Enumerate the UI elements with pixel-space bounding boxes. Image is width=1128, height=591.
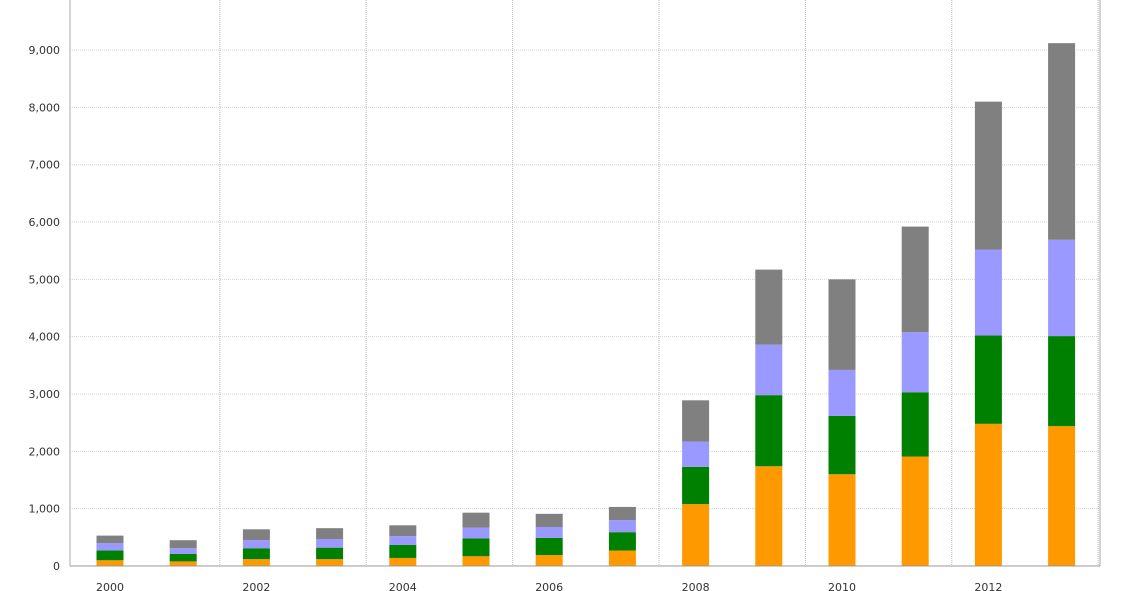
bar-segment-2013-s1	[1048, 426, 1076, 566]
bar-segment-2011-s4	[901, 226, 929, 333]
y-tick-label: 4,000	[29, 331, 61, 344]
bar-segment-2003-s4	[316, 528, 344, 540]
bar-segment-2010-s1	[828, 474, 856, 566]
bar-segment-2005-s3	[462, 527, 490, 539]
bar-segment-2000-s3	[96, 543, 124, 551]
bar-segment-2009-s2	[755, 395, 783, 467]
bar-segment-2010-s3	[828, 369, 856, 416]
y-tick-label: 8,000	[29, 101, 61, 114]
bar-segment-2001-s2	[169, 553, 197, 562]
y-tick-label: 7,000	[29, 159, 61, 172]
bar-segment-2003-s1	[316, 559, 344, 566]
bar-segment-2002-s2	[242, 548, 270, 560]
bar-segment-2006-s3	[535, 527, 563, 538]
bar-segment-2000-s2	[96, 550, 124, 561]
y-tick-label: 5,000	[29, 273, 61, 286]
bar-segment-2009-s4	[755, 269, 783, 345]
bar-segment-2009-s1	[755, 466, 783, 566]
bar-segment-2011-s2	[901, 392, 929, 457]
bar-segment-2000-s4	[96, 535, 124, 544]
x-tick-label: 2002	[242, 581, 270, 591]
bar-segment-2011-s3	[901, 332, 929, 393]
bar-segment-2008-s2	[682, 466, 710, 505]
y-tick-label: 6,000	[29, 216, 61, 229]
bar-segment-2012-s4	[974, 101, 1002, 250]
bar-segment-2004-s2	[389, 544, 417, 558]
y-tick-label: 2,000	[29, 445, 61, 458]
bar-segment-2010-s2	[828, 415, 856, 475]
bar-segment-2007-s3	[608, 520, 636, 533]
bar-segment-2007-s4	[608, 506, 636, 521]
x-tick-label: 2010	[828, 581, 856, 591]
bar-segment-2002-s4	[242, 529, 270, 541]
y-tick-label: 1,000	[29, 503, 61, 516]
x-tick-label: 2012	[974, 581, 1002, 591]
bar-segment-2004-s4	[389, 525, 417, 537]
bar-segment-2011-s1	[901, 456, 929, 566]
bar-segment-2008-s3	[682, 441, 710, 467]
bar-segment-2007-s1	[608, 550, 636, 566]
bar-segment-2004-s1	[389, 557, 417, 566]
bar-segment-2008-s1	[682, 504, 710, 566]
bar-segment-2003-s2	[316, 547, 344, 560]
x-tick-label: 2000	[96, 581, 124, 591]
bar-segment-2002-s1	[242, 559, 270, 566]
bar-segment-2003-s3	[316, 539, 344, 548]
bar-segment-2013-s2	[1048, 336, 1076, 427]
x-tick-label: 2004	[389, 581, 417, 591]
bar-segment-2009-s3	[755, 344, 783, 396]
grid-layer	[70, 0, 1100, 566]
bar-segment-2006-s1	[535, 555, 563, 566]
bar-segment-2013-s3	[1048, 239, 1076, 337]
bar-segment-2005-s2	[462, 538, 490, 557]
labels-layer: 0 1,000 2,000 3,000 4,000 5,000 6,000 7,000 8,00…	[29, 44, 1003, 591]
bar-segment-2006-s4	[535, 513, 563, 528]
bar-segment-2012-s2	[974, 335, 1002, 424]
bar-segment-2005-s1	[462, 556, 490, 566]
bar-segment-2001-s4	[169, 540, 197, 549]
bar-segment-2013-s4	[1048, 43, 1076, 240]
bar-segment-2007-s2	[608, 532, 636, 551]
y-tick-label: 3,000	[29, 388, 61, 401]
axis-layer	[69, 0, 1101, 567]
bar-segment-2000-s1	[96, 560, 124, 566]
bar-segment-2010-s4	[828, 279, 856, 370]
bar-segment-2001-s3	[169, 548, 197, 554]
bar-segment-2004-s3	[389, 536, 417, 545]
bar-segment-2005-s4	[462, 512, 490, 528]
x-tick-label: 2006	[535, 581, 563, 591]
y-tick-label: 9,000	[29, 44, 61, 57]
bar-segment-2001-s1	[169, 561, 197, 566]
bar-segment-2012-s1	[974, 423, 1002, 566]
x-tick-label: 2008	[682, 581, 710, 591]
bar-segment-2008-s4	[682, 400, 710, 442]
bar-segment-2002-s3	[242, 540, 270, 549]
bar-segment-2006-s2	[535, 537, 563, 556]
bars-layer	[96, 43, 1076, 566]
bar-segment-2012-s3	[974, 249, 1002, 336]
y-tick-label: 0	[53, 560, 60, 573]
